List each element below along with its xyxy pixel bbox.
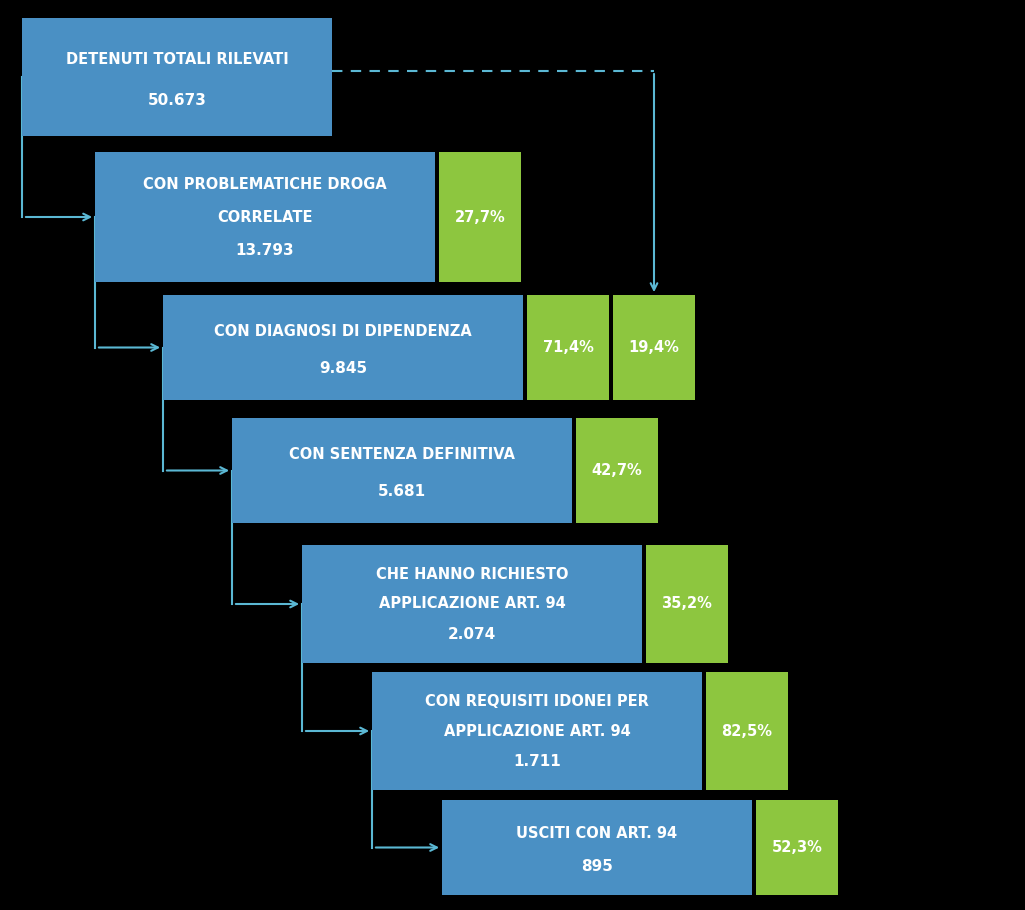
Text: 895: 895 (581, 859, 613, 874)
Text: APPLICAZIONE ART. 94: APPLICAZIONE ART. 94 (378, 596, 566, 612)
Text: USCITI CON ART. 94: USCITI CON ART. 94 (517, 825, 678, 841)
Text: 5.681: 5.681 (378, 484, 426, 499)
Text: 2.074: 2.074 (448, 627, 496, 642)
Text: APPLICAZIONE ART. 94: APPLICAZIONE ART. 94 (444, 723, 630, 739)
Bar (442, 800, 752, 895)
Text: 82,5%: 82,5% (722, 723, 773, 739)
Text: 35,2%: 35,2% (661, 596, 712, 612)
Text: CON PROBLEMATICHE DROGA: CON PROBLEMATICHE DROGA (144, 177, 386, 192)
Text: CHE HANNO RICHIESTO: CHE HANNO RICHIESTO (376, 567, 568, 582)
Text: DETENUTI TOTALI RILEVATI: DETENUTI TOTALI RILEVATI (66, 52, 288, 66)
Bar (163, 295, 523, 400)
Text: 27,7%: 27,7% (455, 209, 505, 225)
Bar (302, 545, 642, 663)
Bar (756, 800, 838, 895)
Bar (576, 418, 658, 523)
Bar (527, 295, 609, 400)
Text: 19,4%: 19,4% (628, 340, 680, 355)
Text: 42,7%: 42,7% (591, 463, 643, 478)
Bar (646, 545, 728, 663)
Text: CON SENTENZA DEFINITIVA: CON SENTENZA DEFINITIVA (289, 447, 515, 462)
Text: 52,3%: 52,3% (772, 840, 822, 855)
Text: 71,4%: 71,4% (542, 340, 593, 355)
Text: CON REQUISITI IDONEI PER: CON REQUISITI IDONEI PER (425, 694, 649, 709)
Text: CORRELATE: CORRELATE (217, 209, 313, 225)
Text: 50.673: 50.673 (148, 93, 206, 108)
Bar (95, 152, 435, 282)
Text: 9.845: 9.845 (319, 361, 367, 376)
Text: CON DIAGNOSI DI DIPENDENZA: CON DIAGNOSI DI DIPENDENZA (214, 324, 472, 339)
Bar (439, 152, 521, 282)
Bar (706, 672, 788, 790)
Text: 13.793: 13.793 (236, 243, 294, 258)
Bar (372, 672, 702, 790)
Bar (613, 295, 695, 400)
Bar (232, 418, 572, 523)
Text: 1.711: 1.711 (514, 754, 561, 769)
Bar (22, 18, 332, 136)
